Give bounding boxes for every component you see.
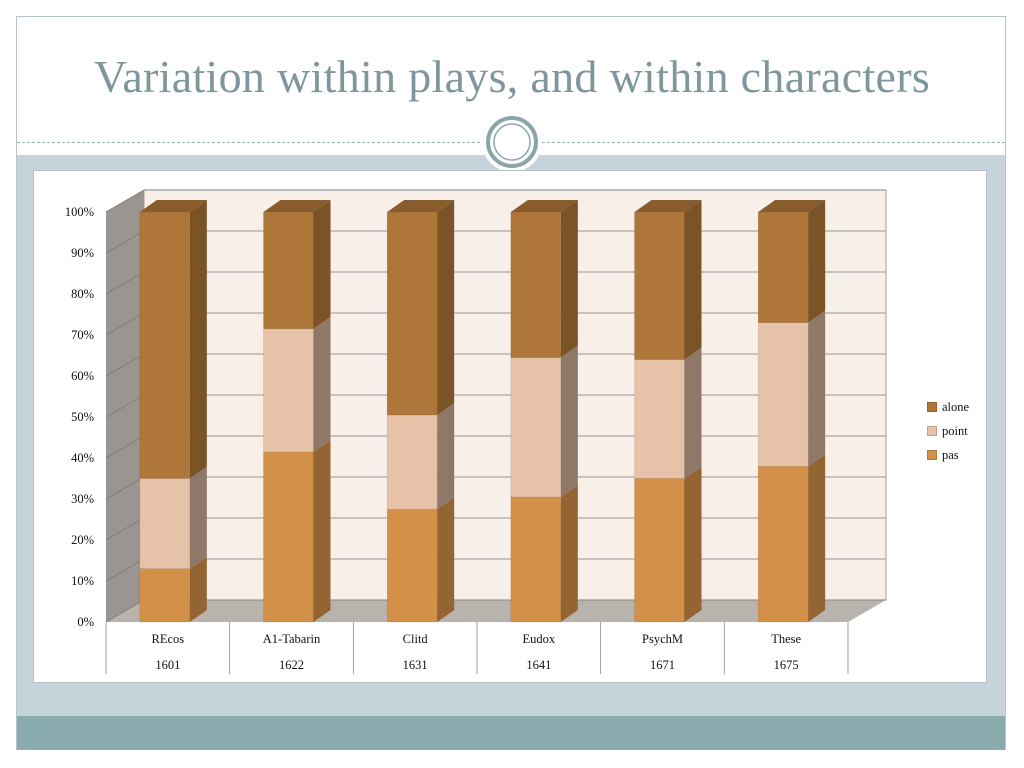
bar-side-alone — [437, 200, 455, 415]
gridline-side — [105, 189, 145, 213]
bar-alone — [139, 211, 191, 479]
bar-point — [634, 359, 685, 479]
legend-item-pas: pas — [927, 443, 997, 467]
bar-top-alone — [387, 200, 455, 212]
legend-item-point: point — [927, 419, 997, 443]
y-tick-label: 80% — [71, 287, 94, 301]
gridline-side — [105, 435, 145, 459]
x-year-label: 1671 — [650, 658, 675, 672]
x-category-label: These — [771, 632, 801, 646]
chart-legend: alone point pas — [927, 395, 997, 467]
y-tick-label: 90% — [71, 246, 94, 260]
legend-label: point — [942, 423, 968, 438]
legend-swatch — [927, 402, 937, 412]
x-year-label: 1641 — [526, 658, 551, 672]
legend-label: alone — [942, 399, 970, 414]
y-tick-label: 70% — [71, 328, 94, 342]
y-tick-label: 10% — [71, 574, 94, 588]
bar-side-pas — [684, 466, 702, 622]
bar-side-pas — [560, 484, 578, 622]
bar-alone — [263, 211, 314, 330]
bar-side-point — [313, 316, 331, 452]
bar-side-point — [808, 310, 826, 467]
bar-pas — [757, 465, 809, 623]
bar-side-alone — [313, 200, 331, 329]
chart-area: 0% 10% 20% 30% 40% 50% 60% 70% 80% 90% 100% REcos 16… — [33, 170, 987, 683]
stacked-bar-chart: 0% 10% 20% 30% 40% 50% 60% 70% 80% 90% 100% REcos 16… — [65, 189, 887, 674]
bar-point — [510, 357, 562, 498]
bar-point — [386, 414, 438, 510]
footer-band — [17, 716, 1005, 750]
bar-pas — [263, 451, 314, 623]
legend-label: pas — [942, 447, 959, 462]
bar-point — [263, 328, 314, 453]
y-tick-label: 30% — [71, 492, 94, 506]
slide-title: Variation within plays, and within chara… — [93, 51, 931, 102]
bar-side-pas — [189, 556, 207, 622]
bar-side-point — [189, 466, 207, 569]
gridline-side — [105, 517, 145, 541]
bar-side-pas — [313, 439, 331, 622]
legend-swatch — [927, 426, 937, 436]
bar-alone — [757, 211, 809, 323]
bar-side-alone — [560, 200, 578, 358]
bar-alone — [386, 211, 438, 416]
circle-ornament-icon — [482, 112, 542, 172]
gridline-side — [105, 476, 145, 500]
x-year-label: 1631 — [403, 658, 428, 672]
y-tick-label: 50% — [71, 410, 94, 424]
bar-side-pas — [808, 454, 826, 622]
x-category-label: PsychM — [642, 632, 683, 646]
bar-top-alone — [510, 200, 578, 212]
x-category-label: Eudox — [523, 632, 556, 646]
bar-side-point — [560, 345, 578, 497]
x-category-label: A1-Tabarin — [263, 632, 321, 646]
x-category-label: Clitd — [403, 632, 429, 646]
gridline-side — [105, 312, 145, 336]
bar-top-alone — [634, 200, 702, 212]
y-tick-label: 100% — [65, 205, 94, 219]
y-tick-label: 20% — [71, 533, 94, 547]
bar-alone — [634, 211, 685, 360]
gridline-side — [105, 599, 145, 623]
x-year-label: 1675 — [774, 658, 799, 672]
bar-pas — [634, 478, 685, 623]
bar-pas — [510, 496, 562, 623]
x-category-label: REcos — [152, 632, 185, 646]
bar-pas — [386, 508, 438, 623]
bar-pas — [139, 568, 191, 623]
gridline-side — [105, 271, 145, 295]
x-year-label: 1601 — [155, 658, 180, 672]
gridline-side — [105, 394, 145, 418]
gridline-side — [105, 230, 145, 254]
legend-item-alone: alone — [927, 395, 997, 419]
bar-side-point — [437, 402, 455, 510]
bar-point — [139, 478, 191, 569]
y-tick-label: 0% — [77, 615, 94, 629]
gridline-side — [105, 558, 145, 582]
bar-top-alone — [263, 200, 331, 212]
bar-alone — [510, 211, 562, 358]
x-year-label: 1622 — [279, 658, 304, 672]
y-tick-label: 60% — [71, 369, 94, 383]
bar-side-alone — [189, 200, 207, 479]
bar-top-alone — [139, 200, 207, 212]
bar-side-alone — [808, 200, 826, 323]
y-tick-label: 40% — [71, 451, 94, 465]
bar-point — [757, 322, 809, 467]
bar-side-alone — [684, 200, 702, 360]
legend-swatch — [927, 450, 937, 460]
gridline-side — [105, 353, 145, 377]
bar-side-pas — [437, 497, 455, 622]
bar-top-alone — [758, 200, 826, 212]
bar-side-point — [684, 347, 702, 479]
